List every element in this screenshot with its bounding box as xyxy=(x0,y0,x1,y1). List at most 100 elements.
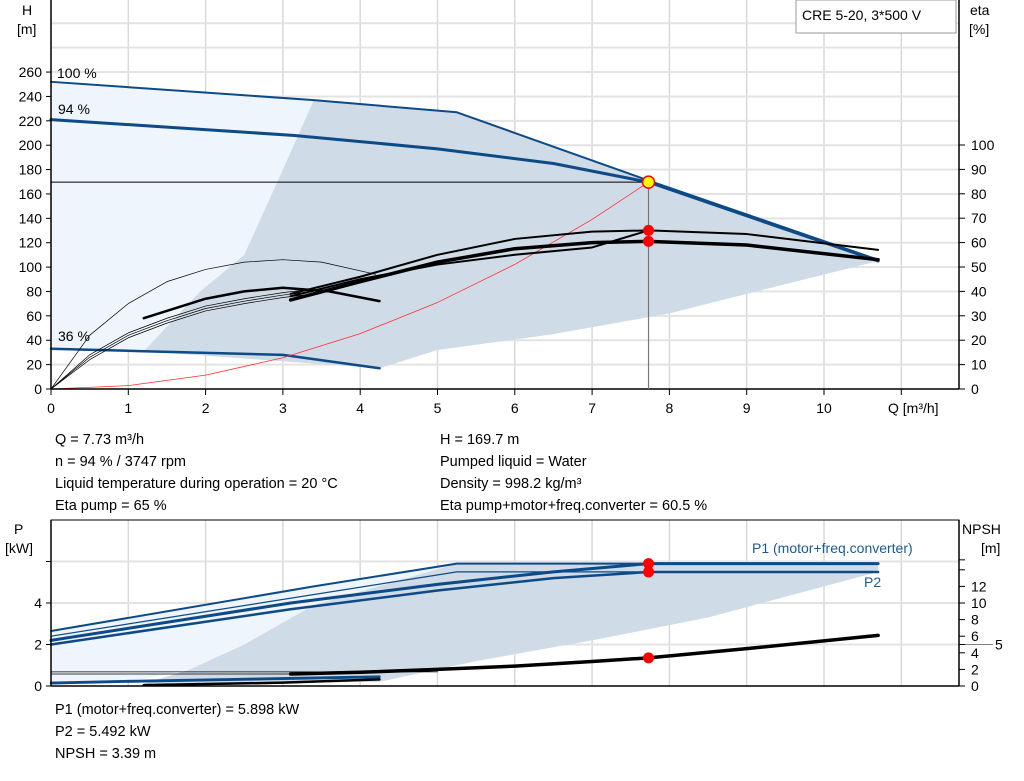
y-tick-label-right: 4 xyxy=(971,645,979,661)
y-tick-label-left: 220 xyxy=(19,113,43,129)
info-p2: P2 = 5.492 kW xyxy=(55,724,151,740)
info-left: Q = 7.73 m³/h n = 94 % / 3747 rpm Liquid… xyxy=(55,429,338,517)
y-tick-label-left: 60 xyxy=(26,308,42,324)
y-tick-label-left: 0 xyxy=(34,381,42,397)
x-tick-label: 2 xyxy=(202,400,210,416)
p-axis-label: P xyxy=(14,521,23,537)
region-outer-range xyxy=(51,563,457,684)
x-axis-label: Q [m³/h] xyxy=(888,400,939,416)
y-tick-label-right: 50 xyxy=(971,259,987,275)
p2-curve-label: P2 xyxy=(864,574,881,590)
series-npsh-94 xyxy=(288,633,880,676)
y-tick-label-right: 12 xyxy=(971,578,987,594)
x-tick-label: 0 xyxy=(47,400,55,416)
y-tick-label-right: 100 xyxy=(971,137,995,153)
y-tick-label-left: 20 xyxy=(26,357,42,373)
info-density: Density = 998.2 kg/m³ xyxy=(440,476,582,492)
y-tick-label-right: 30 xyxy=(971,308,987,324)
series-h-36 xyxy=(49,347,381,370)
info-liquid: Pumped liquid = Water xyxy=(440,454,587,470)
series-p1-36 xyxy=(49,675,381,685)
y-tick-label-left: 0 xyxy=(34,678,42,694)
info-power: P1 (motor+freq.converter) = 5.898 kW P2 … xyxy=(55,699,299,765)
series-eta-pump-94 xyxy=(289,229,880,295)
x-tick-label: 3 xyxy=(279,400,287,416)
p1-curve-label: P1 (motor+freq.converter) xyxy=(752,540,913,556)
y-tick-label-left: 2 xyxy=(34,637,42,653)
y-tick-label-left: 80 xyxy=(26,283,42,299)
y-tick-label-left: 180 xyxy=(19,162,43,178)
top-series xyxy=(49,80,880,390)
y-right-unit: [%] xyxy=(969,21,989,37)
info-temperature: Liquid temperature during operation = 20… xyxy=(55,476,338,492)
series-p2-36 xyxy=(50,677,381,685)
y-tick-label-left: 160 xyxy=(19,186,43,202)
top-regions xyxy=(51,81,879,369)
y-tick-label-right: 10 xyxy=(971,595,987,611)
npsh-axis-label: NPSH xyxy=(962,521,1001,537)
p1-marker xyxy=(643,558,655,570)
region-preferred-range xyxy=(143,100,879,369)
curve-label-100: 100 % xyxy=(57,65,97,81)
npsh-axis-unit: [m] xyxy=(981,540,1000,556)
eta-pump-marker xyxy=(643,224,655,236)
chart-title: CRE 5-20, 3*500 V xyxy=(802,7,922,23)
y-tick-label-left: 240 xyxy=(19,88,43,104)
info-flow: Q = 7.73 m³/h xyxy=(55,432,145,448)
series-eta-thin-3 xyxy=(50,293,315,390)
y-tick-label-right: 2 xyxy=(971,661,979,677)
series-p2-94 xyxy=(49,570,880,646)
y-tick-label-right: 0 xyxy=(971,381,979,397)
x-tick-label: 10 xyxy=(816,400,832,416)
y-tick-label-right: 0 xyxy=(971,678,979,694)
y-tick-label-left: 40 xyxy=(26,332,42,348)
y-tick-label-right: 6 xyxy=(971,628,979,644)
y-tick-label-right: 5 xyxy=(995,637,1003,653)
x-tick-label: 7 xyxy=(588,400,596,416)
y-tick-label-left: 100 xyxy=(19,259,43,275)
curve-label-36: 36 % xyxy=(58,328,90,344)
x-tick-label: 4 xyxy=(356,400,364,416)
info-head: H = 169.7 m xyxy=(440,432,520,448)
title-box xyxy=(795,0,957,34)
bottom-regions xyxy=(51,563,879,684)
series-eta-pump-36 xyxy=(142,286,381,320)
y-tick-label-right: 8 xyxy=(971,612,979,628)
y-tick-label-left: 120 xyxy=(19,235,43,251)
operating-point-marker xyxy=(641,175,656,189)
series-eta-pump xyxy=(289,229,650,298)
series-p1-94 xyxy=(49,562,880,642)
y-tick-label-right: 70 xyxy=(971,210,987,226)
top-axes: 0204060801001201401601802002202402600102… xyxy=(19,0,995,416)
x-tick-label: 1 xyxy=(124,400,132,416)
series-eta-pump-100 xyxy=(50,259,377,390)
y-tick-label-right: 40 xyxy=(971,283,987,299)
info-right: H = 169.7 m Pumped liquid = Water Densit… xyxy=(440,429,707,517)
y-right-label: eta xyxy=(970,2,990,18)
region-outer-range xyxy=(51,81,314,352)
series-eta-thin-1 xyxy=(50,288,315,390)
series-eta-thin-2 xyxy=(50,291,315,390)
y-tick-label-left: 200 xyxy=(19,137,43,153)
y-tick-label-left: 4 xyxy=(34,595,42,611)
p2-marker xyxy=(643,566,655,578)
p-axis-unit: [kW] xyxy=(5,540,33,556)
x-tick-label: 8 xyxy=(666,400,674,416)
info-eta-pump: Eta pump = 65 % xyxy=(55,498,167,514)
y-tick-label-right: 80 xyxy=(971,186,987,202)
info-npsh: NPSH = 3.39 m xyxy=(55,746,157,762)
y-tick-label-right: 90 xyxy=(971,161,987,177)
info-speed: n = 94 % / 3747 rpm xyxy=(55,454,186,470)
npsh-marker xyxy=(643,652,655,664)
y-left-unit: [m] xyxy=(17,21,36,37)
y-tick-label-right: 60 xyxy=(971,235,987,251)
info-p1: P1 (motor+freq.converter) = 5.898 kW xyxy=(55,702,300,718)
y-tick-label-right: 20 xyxy=(971,332,987,348)
series-npsh-36 xyxy=(142,678,381,687)
y-tick-label-left: 260 xyxy=(19,64,43,80)
y-left-label: H xyxy=(22,2,32,18)
info-eta-total: Eta pump+motor+freq.converter = 60.5 % xyxy=(440,498,708,514)
x-tick-label: 5 xyxy=(434,400,442,416)
